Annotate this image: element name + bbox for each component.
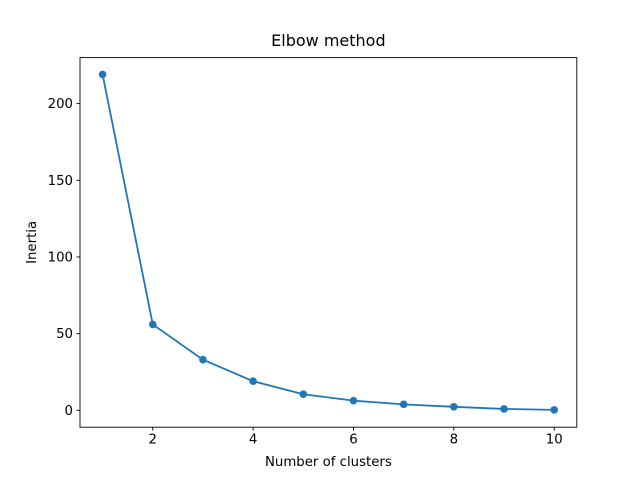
data-point <box>199 355 207 364</box>
y-axis-label: Inertia <box>25 221 40 264</box>
data-point <box>249 377 257 385</box>
data-point <box>399 400 408 409</box>
x-tick-label: 2 <box>149 433 157 448</box>
x-axis-label: Number of clusters <box>265 455 392 470</box>
data-point <box>450 403 458 411</box>
x-tick-label: 10 <box>546 433 563 448</box>
plot-frame <box>79 57 578 428</box>
y-tick-label: 100 <box>48 251 73 266</box>
y-tick-label: 150 <box>48 174 73 189</box>
x-tick-label: 8 <box>450 433 458 448</box>
data-point <box>500 405 508 413</box>
data-point <box>98 70 107 79</box>
data-point <box>349 396 358 405</box>
y-tick-label: 50 <box>56 327 73 342</box>
y-tick-label: 0 <box>65 404 73 419</box>
x-tick-label: 4 <box>249 433 257 448</box>
chart-title: Elbow method <box>271 31 385 50</box>
x-tick-label: 6 <box>349 433 357 448</box>
data-line <box>101 73 556 411</box>
y-tick-label: 200 <box>48 97 73 112</box>
data-point <box>148 320 157 329</box>
data-point <box>299 390 308 399</box>
data-point <box>550 406 559 414</box>
